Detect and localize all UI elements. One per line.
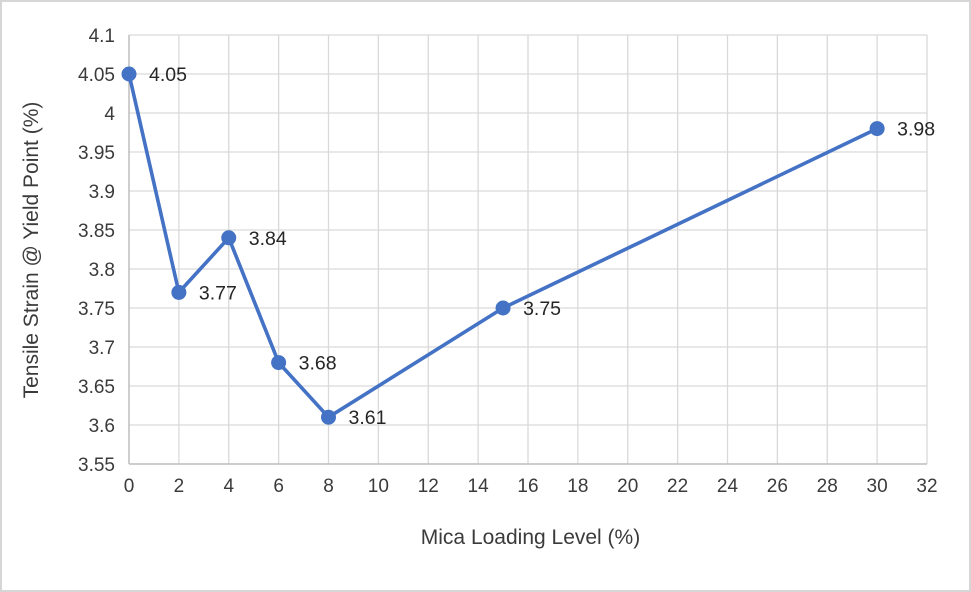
data-point-label: 3.84: [249, 228, 287, 250]
data-point-marker: [171, 284, 187, 300]
x-tick-label: 28: [817, 476, 838, 497]
x-tick-label: 4: [223, 476, 234, 497]
x-tick-label: 26: [767, 476, 788, 497]
x-tick-label: 6: [273, 476, 284, 497]
data-point-label: 3.98: [897, 119, 935, 141]
series-line: [127, 72, 879, 420]
x-tick-label: 30: [867, 476, 888, 497]
y-axis-title: Tensile Strain @ Yield Point (%): [20, 101, 43, 399]
y-tick-label: 3.7: [89, 338, 115, 359]
y-tick-label: 4.1: [89, 26, 115, 47]
data-point-label: 4.05: [149, 64, 187, 86]
data-point-marker: [495, 300, 511, 316]
data-point-label: 3.61: [349, 407, 387, 429]
x-axis-title: Mica Loading Level (%): [420, 526, 641, 549]
y-tick-label: 3.6: [89, 416, 115, 437]
data-point-marker: [221, 230, 237, 246]
x-tick-label: 14: [468, 476, 490, 497]
data-point-marker: [869, 121, 885, 137]
x-tick-label: 8: [323, 476, 334, 497]
y-tick-label: 3.65: [78, 377, 115, 398]
x-tick-label: 20: [617, 476, 638, 497]
x-tick-label: 32: [916, 476, 937, 497]
y-tick-label: 3.8: [89, 260, 115, 281]
y-axis-title-wrap: Tensile Strain @ Yield Point (%): [20, 40, 44, 460]
y-tick-label: 3.95: [78, 143, 115, 164]
y-tick-label: 4.05: [78, 65, 115, 86]
x-tick-label: 2: [174, 476, 185, 497]
x-tick-label: 22: [667, 476, 688, 497]
y-tick-label: 3.75: [78, 299, 115, 320]
x-tick-label: 16: [517, 476, 538, 497]
data-point-marker: [271, 355, 287, 371]
data-point-label: 3.68: [299, 353, 337, 375]
y-tick-label: 4: [104, 104, 115, 125]
x-tick-label: 24: [717, 476, 739, 497]
data-point-label: 3.75: [523, 298, 561, 320]
x-tick-label: 18: [567, 476, 588, 497]
x-tick-label: 0: [124, 476, 135, 497]
y-tick-label: 3.85: [78, 221, 115, 242]
data-point-marker: [121, 66, 137, 82]
data-point-label: 3.77: [199, 282, 237, 304]
data-point-marker: [321, 409, 336, 425]
x-tick-label: 12: [418, 476, 439, 497]
y-tick-label: 3.9: [89, 182, 115, 203]
y-tick-label: 3.55: [78, 455, 115, 476]
x-tick-label: 10: [368, 476, 389, 497]
